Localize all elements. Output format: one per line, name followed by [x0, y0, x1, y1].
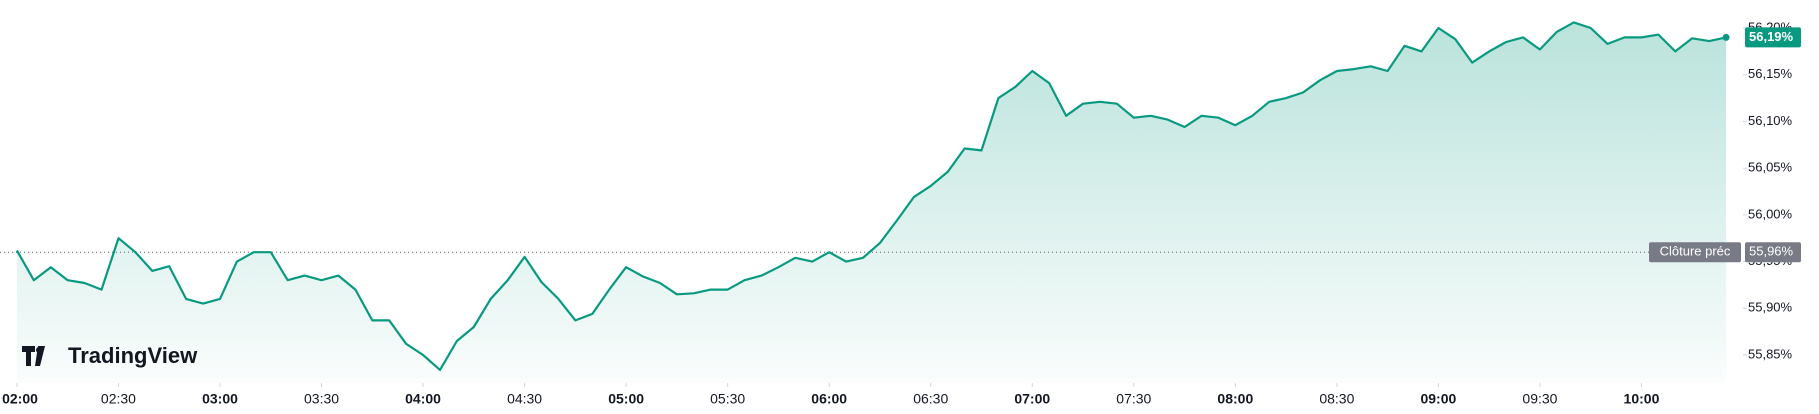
y-tick-label: 56,00%	[1748, 206, 1793, 221]
previous-close-name-box	[1649, 242, 1741, 263]
previous-close-name: Clôture préc	[1660, 244, 1731, 259]
x-tick-label: 09:00	[1420, 391, 1456, 407]
x-tick-label: 07:30	[1116, 391, 1151, 407]
y-tick-label: 56,05%	[1748, 160, 1793, 175]
previous-close-box	[1745, 242, 1801, 263]
x-tick-label: 02:30	[101, 391, 136, 407]
x-tick-label: 06:00	[811, 391, 847, 407]
x-tick-label: 05:00	[608, 391, 644, 407]
last-value-box	[1745, 27, 1801, 48]
x-tick-label: 08:00	[1217, 391, 1253, 407]
x-tick-label: 03:00	[202, 391, 238, 407]
area-fill	[16, 22, 1727, 384]
x-tick-label: 06:30	[913, 391, 948, 407]
logo-dot	[36, 347, 42, 353]
x-tick-label: 05:30	[710, 391, 745, 407]
last-point	[1722, 33, 1730, 41]
x-tick-label: 04:30	[507, 391, 542, 407]
x-tick-label: 10:00	[1624, 391, 1660, 407]
x-tick-label: 03:30	[304, 391, 339, 407]
previous-close-label: 55,96%	[1749, 244, 1794, 259]
y-tick-label: 56,15%	[1748, 66, 1793, 81]
x-tick-label: 02:00	[2, 391, 38, 407]
x-tick-label: 08:30	[1319, 391, 1354, 407]
y-tick-label: 55,90%	[1748, 300, 1793, 315]
last-value-label: 56,19%	[1749, 29, 1794, 44]
x-tick-label: 04:00	[405, 391, 441, 407]
logo-text: TradingView	[68, 343, 198, 368]
x-tick-label: 09:30	[1522, 391, 1557, 407]
x-tick-label: 07:00	[1014, 391, 1050, 407]
y-tick-label: 56,10%	[1748, 113, 1793, 128]
price-line	[15, 21, 1727, 371]
logo: TradingView	[22, 343, 198, 368]
y-tick-label: 55,85%	[1748, 346, 1793, 361]
